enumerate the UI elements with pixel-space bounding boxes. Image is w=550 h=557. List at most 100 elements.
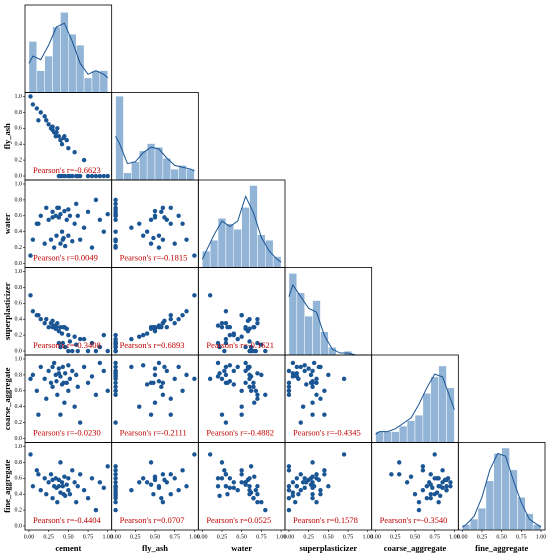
scatter-point [93, 173, 99, 179]
scatter-point [44, 396, 49, 401]
scatter-point [404, 480, 410, 485]
scatter-point [412, 492, 418, 497]
scatter-point [105, 173, 110, 179]
scatter-point [247, 384, 252, 390]
scatter-point [113, 348, 118, 354]
pearson-annotation: Pearson's r=-0.4882 [206, 427, 274, 437]
scatter-point [225, 492, 230, 497]
scatter-point [148, 241, 154, 246]
scatter-point [113, 480, 118, 485]
x-tick-label: 0.75 [343, 534, 354, 540]
scatter-point [314, 380, 319, 386]
scatter-point [72, 480, 77, 485]
scatter-point [54, 379, 59, 384]
scatter-point [432, 452, 437, 457]
scatter-point [55, 392, 60, 397]
scatter-point [255, 484, 260, 489]
y-tick-label: 1.0 [15, 181, 23, 187]
x-tick-label: 1.00 [449, 534, 460, 540]
scatter-point [42, 476, 47, 481]
scatter-point [64, 380, 69, 386]
scatter-point [428, 495, 433, 501]
y-tick-label: 0.4 [15, 317, 23, 323]
scatter-point [140, 233, 146, 238]
scatter-point [247, 376, 252, 382]
scatter-point [85, 348, 91, 354]
scatter-point [180, 388, 185, 393]
scatter-point [286, 507, 292, 513]
x-tick-label: 1.00 [276, 534, 287, 540]
scatter-point [44, 492, 49, 497]
pearson-annotation: Pearson's r=-0.0230 [33, 427, 101, 437]
scatter-point [113, 468, 118, 473]
scatter-point [50, 215, 55, 220]
scatter-point [176, 364, 181, 370]
scatter-point [51, 245, 57, 250]
scatter-point [397, 460, 402, 465]
scatter-point [311, 360, 317, 366]
scatter-point [113, 205, 118, 211]
scatter-point [416, 499, 422, 505]
hist-bar [493, 453, 502, 531]
x-tick-label: 0.50 [63, 534, 74, 540]
scatter-point [223, 372, 229, 378]
scatter-point [89, 245, 95, 250]
scatter-point [66, 476, 71, 481]
hist-bar [501, 447, 510, 531]
scatter-point [105, 464, 110, 469]
scatter-point [293, 499, 298, 505]
scatter-point [255, 392, 260, 397]
scatter-point [215, 340, 221, 346]
scatter-point [74, 342, 79, 347]
scatter-point [180, 221, 185, 226]
x-tick-label: 0.25 [477, 534, 488, 540]
y-tick-label: 0.0 [15, 173, 23, 179]
hist-bar [485, 480, 495, 531]
scatter-point [89, 476, 95, 481]
scatter-point [207, 376, 213, 382]
x-tick-label: 1.00 [536, 534, 547, 540]
scatter-point [97, 480, 103, 485]
scatter-point [290, 490, 296, 495]
scatter-point [239, 472, 244, 477]
scatter-point [259, 342, 264, 347]
scatter-point [72, 334, 77, 339]
scatter-point [60, 484, 66, 489]
hist-bar [430, 376, 439, 443]
scatter-point [302, 363, 307, 368]
scatter-point [62, 344, 68, 350]
scatter-point [93, 348, 99, 354]
scatter-point [259, 372, 264, 378]
hist-bar [406, 420, 416, 443]
scatter-point [286, 484, 292, 489]
scatter-point [217, 344, 222, 350]
scatter-point [231, 485, 236, 491]
scatter-point [316, 477, 322, 483]
scatter-point [444, 484, 449, 489]
scatter-point [93, 507, 99, 513]
scatter-point [286, 464, 292, 469]
scatter-point [168, 492, 173, 497]
pearson-annotation: Pearson's r=0.1578 [293, 515, 358, 525]
scatter-point [61, 324, 66, 330]
scatter-point [172, 376, 177, 382]
scatter-point [286, 392, 292, 397]
scatter-point [62, 474, 67, 479]
scatter-point [314, 499, 319, 505]
scatter-point [420, 488, 426, 493]
scatter-point [66, 363, 71, 368]
scatter-point [113, 336, 118, 342]
pearson-annotation: Pearson's r=-0.4404 [33, 515, 101, 525]
hist-bar [532, 524, 542, 531]
scatter-point [444, 477, 449, 483]
scatter-point [55, 320, 60, 326]
scatter-point [30, 372, 36, 378]
scatter-point [255, 371, 260, 376]
scatter-point [113, 197, 118, 203]
scatter-point [89, 173, 95, 179]
kde-line [28, 22, 109, 79]
scatter-point [50, 384, 55, 390]
y-tick-label: 0.6 [15, 213, 23, 219]
scatter-point [58, 241, 63, 246]
